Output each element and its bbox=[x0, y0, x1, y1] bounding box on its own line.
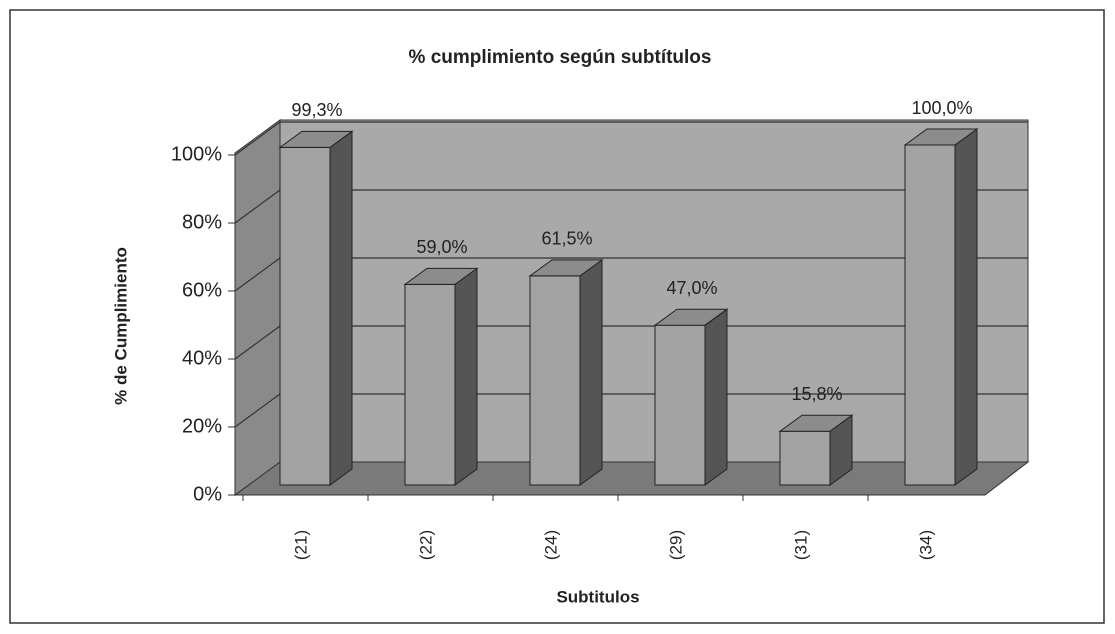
x-tick-label: (24) bbox=[541, 530, 560, 560]
bar-side bbox=[579, 258, 603, 486]
bar-side bbox=[954, 128, 978, 486]
x-tick-label: (22) bbox=[416, 530, 435, 560]
bar bbox=[779, 430, 831, 486]
bar-top bbox=[778, 414, 854, 432]
bar bbox=[404, 283, 456, 486]
y-tick-label: 80% bbox=[182, 211, 222, 233]
data-label: 15,8% bbox=[791, 384, 842, 404]
bar-top bbox=[903, 128, 979, 146]
x-tick-label: (34) bbox=[916, 530, 935, 560]
x-axis-title: Subtitulos bbox=[556, 587, 639, 606]
data-label: 47,0% bbox=[666, 278, 717, 298]
bar bbox=[529, 275, 581, 486]
bar bbox=[279, 146, 331, 486]
bar-top bbox=[653, 308, 729, 326]
side-wall bbox=[234, 119, 281, 496]
y-axis-title: % de Cumplimiento bbox=[111, 247, 130, 405]
y-tick-label: 0% bbox=[193, 483, 222, 505]
x-tick-label: (21) bbox=[291, 530, 310, 560]
bar bbox=[904, 144, 956, 486]
bar-side bbox=[704, 308, 728, 486]
bar-top bbox=[528, 259, 604, 277]
grid-line bbox=[234, 121, 1028, 156]
bar-top bbox=[278, 130, 354, 148]
bar-side bbox=[329, 130, 353, 486]
data-label: 99,3% bbox=[291, 100, 342, 120]
bar-top bbox=[403, 267, 479, 285]
x-tick-label: (31) bbox=[791, 530, 810, 560]
bar bbox=[654, 324, 706, 486]
chart-title: % cumplimiento según subtítulos bbox=[409, 47, 712, 68]
y-tick-label: 40% bbox=[182, 347, 222, 369]
bar-side bbox=[454, 267, 478, 486]
x-tick-label: (29) bbox=[666, 530, 685, 560]
data-label: 59,0% bbox=[416, 237, 467, 257]
data-label: 61,5% bbox=[541, 229, 592, 249]
data-label: 100,0% bbox=[911, 98, 972, 118]
y-tick-label: 100% bbox=[171, 143, 222, 165]
y-tick-label: 60% bbox=[182, 279, 222, 301]
y-tick-label: 20% bbox=[182, 415, 222, 437]
